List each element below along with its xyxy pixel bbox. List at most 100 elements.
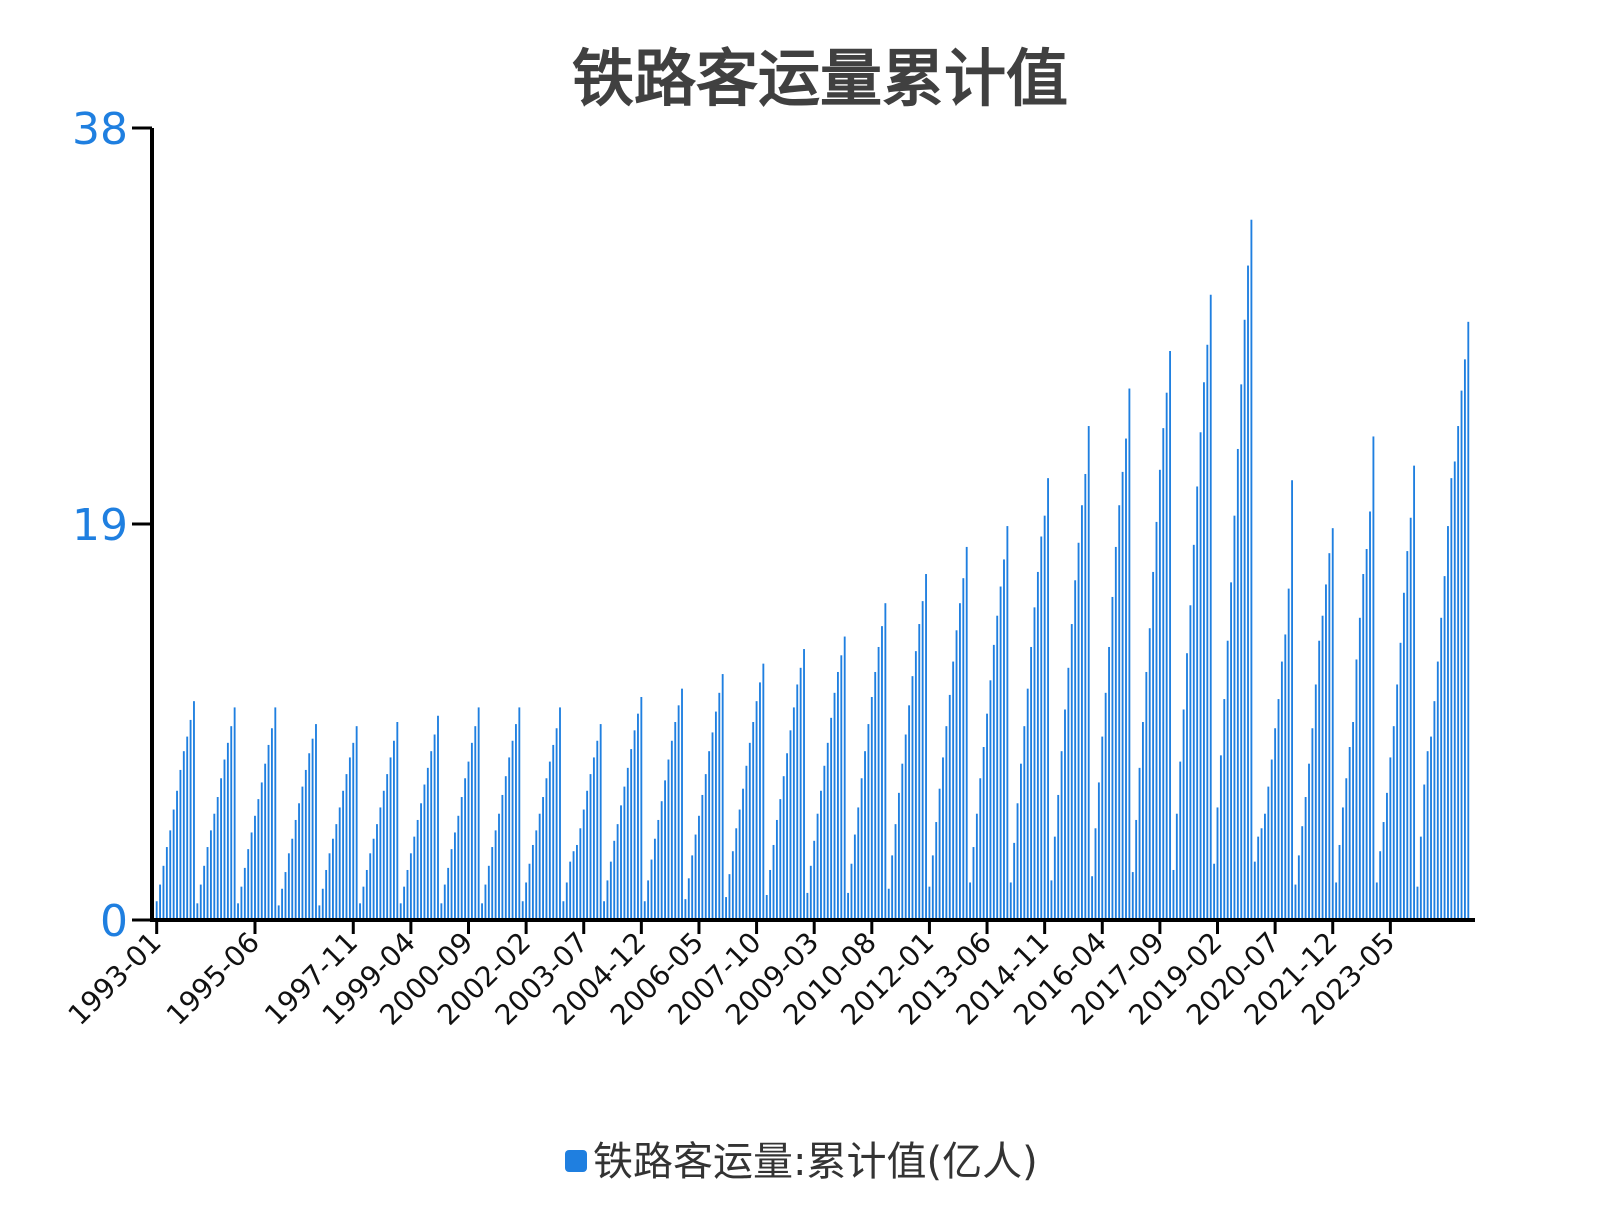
bar xyxy=(1297,855,1300,920)
bar xyxy=(748,742,751,920)
bar xyxy=(752,722,755,920)
bar xyxy=(179,769,182,920)
bar xyxy=(332,838,334,920)
bar xyxy=(725,897,727,920)
bar xyxy=(1406,551,1409,920)
bar xyxy=(1186,653,1188,920)
bar xyxy=(467,761,470,920)
bar xyxy=(1257,836,1260,920)
bar xyxy=(223,759,226,920)
bar xyxy=(687,878,690,920)
bar xyxy=(338,807,341,920)
bar xyxy=(240,886,243,920)
bar xyxy=(1121,471,1124,920)
bar xyxy=(1382,822,1385,920)
bar xyxy=(1426,751,1429,920)
bar xyxy=(1311,728,1314,920)
bar xyxy=(1331,528,1334,920)
bar xyxy=(579,828,582,920)
bar xyxy=(914,651,917,920)
bar xyxy=(1165,392,1168,920)
bar xyxy=(220,778,223,920)
bar xyxy=(1467,321,1470,921)
bars-group xyxy=(155,219,1470,921)
bar xyxy=(226,742,229,920)
bar xyxy=(1067,667,1070,920)
bar xyxy=(501,794,504,920)
bar xyxy=(1047,478,1049,920)
chart-title: 铁路客运量累计值 xyxy=(572,42,1068,115)
bar xyxy=(542,797,544,920)
bar xyxy=(1182,709,1185,920)
bar xyxy=(1084,473,1087,920)
bar xyxy=(881,626,883,920)
bar xyxy=(1423,784,1426,920)
bar xyxy=(701,794,704,920)
bar xyxy=(609,861,612,920)
bar xyxy=(1236,448,1239,920)
bar xyxy=(498,813,500,920)
bar xyxy=(325,869,328,920)
bar xyxy=(1219,755,1222,920)
bar xyxy=(1206,344,1209,920)
bar xyxy=(525,882,528,920)
bar xyxy=(470,742,473,920)
x-ticks-group: 1993-011995-061997-111999-042000-092002-… xyxy=(62,920,1401,1032)
bar xyxy=(274,707,277,920)
bar xyxy=(1409,517,1412,920)
bar xyxy=(1450,478,1453,920)
bar xyxy=(1250,219,1253,920)
bar xyxy=(711,732,714,920)
bar xyxy=(237,903,239,920)
bar xyxy=(684,899,687,920)
bar xyxy=(1125,438,1127,920)
bar xyxy=(1179,761,1182,920)
bar xyxy=(355,726,358,920)
bar xyxy=(1369,511,1371,920)
bar xyxy=(555,728,558,920)
bar xyxy=(494,830,497,920)
bar xyxy=(396,722,399,920)
bar xyxy=(606,880,609,920)
bar xyxy=(386,774,389,920)
bar xyxy=(1135,819,1138,920)
bar xyxy=(1443,576,1446,920)
bar xyxy=(1348,747,1351,920)
bar xyxy=(647,880,650,920)
bar xyxy=(433,734,436,920)
bar xyxy=(938,788,941,920)
bar xyxy=(562,901,565,920)
bar xyxy=(1375,882,1378,920)
bar xyxy=(613,840,616,920)
bar xyxy=(481,903,483,920)
bar xyxy=(850,863,853,920)
bar xyxy=(742,788,744,920)
bar xyxy=(674,722,677,920)
bar xyxy=(887,888,890,920)
bar xyxy=(193,701,195,920)
bar xyxy=(874,671,877,920)
bar xyxy=(1091,876,1094,920)
bar xyxy=(630,749,633,920)
bar xyxy=(1026,688,1029,920)
bar xyxy=(1386,792,1388,920)
bar xyxy=(155,901,158,920)
bar xyxy=(1155,521,1158,920)
bar xyxy=(714,711,717,920)
bar xyxy=(413,836,416,920)
bar xyxy=(1419,836,1422,920)
bar xyxy=(247,849,250,920)
bar xyxy=(857,807,860,920)
bar xyxy=(894,824,897,920)
bar xyxy=(1436,661,1439,920)
bar xyxy=(1175,813,1178,920)
bar xyxy=(369,853,372,920)
bar xyxy=(1104,692,1107,920)
bar xyxy=(745,765,748,920)
bar xyxy=(1189,605,1192,920)
bar xyxy=(864,751,866,920)
bar xyxy=(677,705,680,920)
bar xyxy=(1101,736,1104,920)
bar xyxy=(477,707,480,920)
